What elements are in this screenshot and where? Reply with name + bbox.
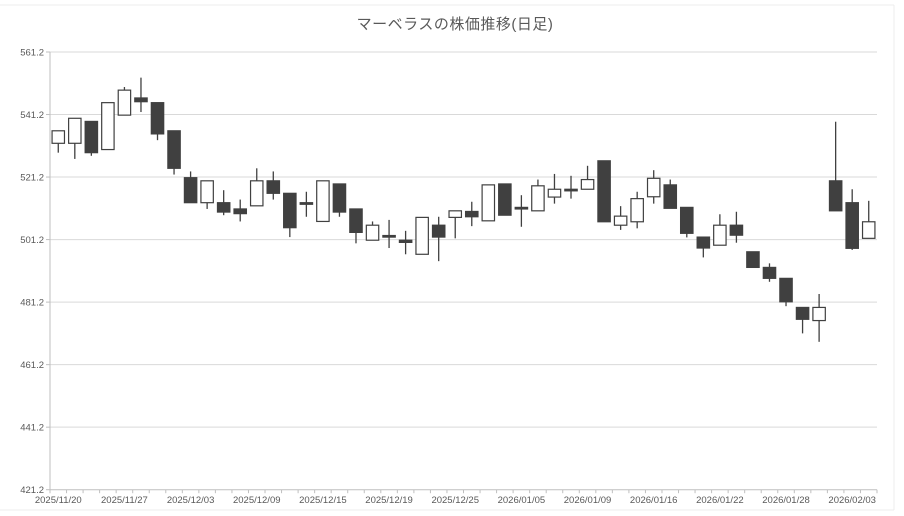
candle-bear (349, 208, 363, 233)
candle-bear (729, 224, 744, 236)
x-axis-tick-label: 2025/12/03 (167, 495, 215, 506)
candle-bull (531, 185, 545, 212)
candle-bull (646, 177, 661, 198)
candle-bear (828, 180, 843, 212)
candle-bear (233, 208, 248, 215)
y-axis-tick-label: 481.2 (20, 298, 44, 309)
y-axis-tick-label: 441.2 (20, 423, 44, 434)
y-axis-tick-label: 461.2 (20, 360, 44, 371)
candle-bull (812, 306, 826, 322)
candle-bear (663, 184, 678, 209)
x-axis-tick-label: 2025/11/27 (101, 495, 148, 506)
candle-bull (415, 216, 429, 255)
candle-bull (481, 184, 496, 222)
candle-bear (299, 202, 314, 205)
candle-bear (564, 188, 578, 192)
candle-bull (861, 221, 876, 239)
candle-bull (200, 180, 214, 204)
candle-bear (696, 236, 711, 249)
candle-bear (795, 306, 810, 320)
x-axis-tick-label: 2026/01/22 (696, 495, 744, 506)
y-axis-tick-label: 521.2 (20, 173, 44, 184)
candle-bull (365, 224, 380, 241)
x-axis-tick-label: 2025/12/25 (431, 495, 479, 506)
candle-bear (779, 277, 793, 303)
candle-bear (84, 120, 99, 154)
candle-bull (117, 89, 132, 116)
candle-bear (398, 239, 413, 244)
x-axis-tick-label: 2026/02/03 (828, 495, 876, 506)
candle-bear (514, 206, 529, 210)
candle-bull (51, 130, 66, 144)
x-axis-tick-label: 2025/12/15 (299, 495, 347, 506)
candle-bull (547, 188, 562, 198)
y-axis-tick-label: 541.2 (20, 110, 44, 121)
candle-bull (630, 198, 644, 223)
candle-bull (613, 215, 628, 226)
candle-bull (249, 180, 264, 207)
candle-bull (448, 210, 463, 218)
candle-bear (746, 251, 760, 269)
candle-bear (762, 266, 777, 279)
candle-bear (464, 210, 479, 218)
x-axis-tick-label: 2026/01/28 (762, 495, 810, 506)
candle-bear (183, 177, 198, 204)
x-axis-tick-label: 2026/01/05 (498, 495, 546, 506)
candle-bear (332, 183, 347, 213)
candle-bear (382, 234, 396, 238)
candle-bear (167, 130, 181, 169)
candle-bull (713, 224, 727, 246)
candle-bull (316, 180, 330, 223)
candle-bull (101, 102, 115, 151)
y-axis-tick-label: 561.2 (20, 48, 44, 59)
candle-bear (150, 102, 165, 135)
candle-bull (580, 178, 595, 190)
x-axis-tick-label: 2026/01/16 (630, 495, 678, 506)
candle-bear (283, 192, 297, 229)
x-axis-tick-label: 2026/01/09 (564, 495, 612, 506)
candle-bear (498, 183, 512, 216)
candle-bear (134, 97, 148, 103)
y-axis-tick-label: 421.2 (20, 485, 44, 496)
x-axis-tick-label: 2025/12/09 (233, 495, 281, 506)
candle-bear (431, 224, 446, 238)
candle-bear (216, 202, 231, 213)
candle-bear (845, 202, 859, 249)
chart-title: マーベラスの株価推移(日足) (356, 16, 554, 33)
candle-bull (68, 117, 82, 144)
x-axis-tick-label: 2025/12/19 (365, 495, 413, 506)
candle-bear (679, 206, 694, 234)
candle-bear (266, 180, 281, 194)
y-axis-tick-label: 501.2 (20, 235, 44, 246)
x-axis-tick-label: 2025/11/20 (35, 495, 82, 506)
candle-bear (597, 160, 611, 223)
